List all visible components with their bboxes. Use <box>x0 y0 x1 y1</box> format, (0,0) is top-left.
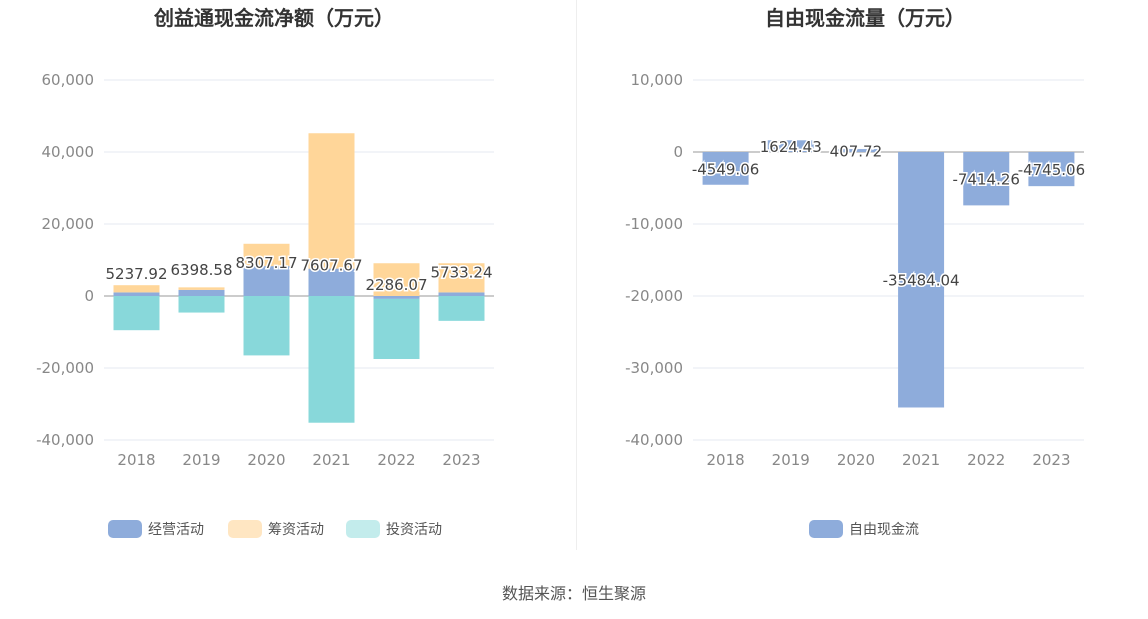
bar-operating <box>113 292 160 296</box>
x-tick-label: 2022 <box>377 451 415 469</box>
y-tick-label: -20,000 <box>625 287 683 305</box>
bar-free-cash-flow <box>1028 152 1075 187</box>
bar-value-label: -4549.06 <box>692 160 759 178</box>
y-tick-label: 0 <box>84 287 94 305</box>
x-tick-label: 2019 <box>182 451 220 469</box>
y-tick-label: -40,000 <box>36 431 94 449</box>
bar-operating <box>308 268 355 296</box>
bar-financing <box>308 133 355 269</box>
net-value-label: 5733.24 <box>430 263 492 281</box>
bar-financing <box>438 263 485 293</box>
bar-operating <box>178 289 225 296</box>
bar-investing <box>438 296 485 321</box>
bar-free-cash-flow <box>767 140 814 152</box>
y-tick-label: 10,000 <box>631 71 684 89</box>
net-value-label: 5237.92 <box>105 265 167 283</box>
bar-investing <box>308 296 355 423</box>
bar-operating <box>373 296 420 299</box>
legend-swatch <box>809 520 843 538</box>
bar-free-cash-flow <box>832 149 879 152</box>
legend-label: 筹资活动 <box>268 521 324 538</box>
x-tick-label: 2020 <box>837 451 875 469</box>
y-tick-label: 40,000 <box>42 143 95 161</box>
bar-investing <box>243 296 290 356</box>
x-tick-label: 2018 <box>706 451 744 469</box>
bar-free-cash-flow <box>702 152 749 185</box>
y-tick-label: -40,000 <box>625 431 683 449</box>
bar-free-cash-flow <box>898 152 945 408</box>
x-tick-label: 2023 <box>1032 451 1070 469</box>
legend-swatch <box>346 520 380 538</box>
chart-title: 创益通现金流净额（万元） <box>153 6 394 30</box>
y-tick-label: 20,000 <box>42 215 95 233</box>
bar-operating <box>438 292 485 296</box>
panel-divider <box>576 0 577 550</box>
bar-financing <box>178 287 225 290</box>
legend-swatch <box>228 520 262 538</box>
legend-label: 投资活动 <box>386 522 442 538</box>
bar-investing <box>113 296 160 331</box>
y-tick-label: -30,000 <box>625 359 683 377</box>
bar-value-label: -7414.26 <box>953 171 1020 189</box>
x-tick-label: 2022 <box>967 451 1005 469</box>
net-value-label: 2286.07 <box>365 276 427 294</box>
x-tick-label: 2018 <box>117 451 155 469</box>
bar-investing <box>373 298 420 359</box>
bar-free-cash-flow <box>963 152 1010 206</box>
free-cash-flow-chart: 自由现金流量（万元） 10,000 0 -10,000 -20,000 -30,000 -4… <box>625 6 1087 538</box>
net-value-label: 8307.17 <box>235 254 297 272</box>
bar-financing <box>373 263 420 296</box>
bar-financing <box>113 285 160 293</box>
x-tick-label: 2021 <box>902 451 940 469</box>
cash-flow-net-chart: 创益通现金流净额（万元） 60,000 40,000 20,000 0 -20,000 -4… <box>36 6 494 538</box>
y-tick-label: -10,000 <box>625 215 683 233</box>
chart-title: 自由现金流量（万元） <box>765 6 965 30</box>
free-cash-flow-chart-panel: 自由现金流量（万元） 10,000 0 -10,000 -20,000 -30,000 -4… <box>577 0 1148 560</box>
x-tick-label: 2020 <box>247 451 285 469</box>
y-tick-label: -20,000 <box>36 359 94 377</box>
x-tick-label: 2021 <box>312 451 350 469</box>
legend-label: 经营活动 <box>148 522 204 538</box>
bar-financing <box>243 243 290 267</box>
legend-label: 自由现金流 <box>849 522 919 538</box>
x-tick-label: 2023 <box>442 451 480 469</box>
cash-flow-net-chart-panel: 创益通现金流净额（万元） 60,000 40,000 20,000 0 -20,000 -4… <box>0 0 576 560</box>
bar-value-label: 407.72 <box>830 143 883 161</box>
legend-swatch <box>108 520 142 538</box>
bar-value-label: -4745.06 <box>1018 161 1085 179</box>
bar-value-label: -35484.04 <box>883 272 960 290</box>
bar-investing <box>178 296 225 313</box>
bar-operating <box>243 266 290 296</box>
y-tick-label: 60,000 <box>42 71 95 89</box>
bar-value-label: 1624.43 <box>760 138 822 156</box>
x-tick-label: 2019 <box>772 451 810 469</box>
y-tick-label: 0 <box>673 143 683 161</box>
data-source-note: 数据来源：恒生聚源 <box>501 584 646 603</box>
net-value-label: 6398.58 <box>170 261 232 279</box>
net-value-label: 7607.67 <box>300 257 362 275</box>
